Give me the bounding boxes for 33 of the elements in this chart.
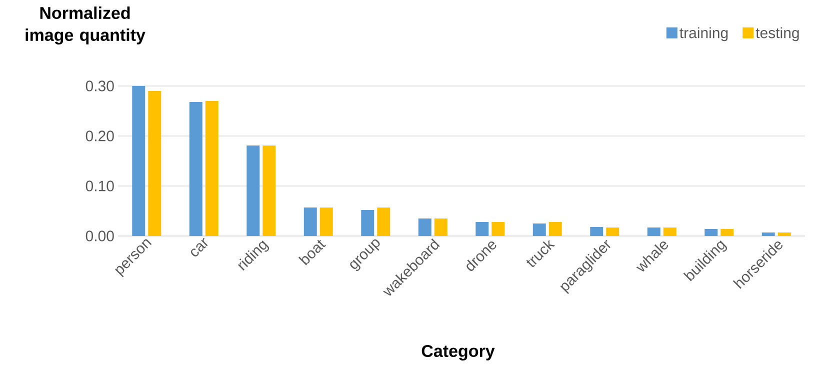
bar (663, 227, 676, 236)
bar (262, 145, 276, 236)
x-axis-title: Category (422, 344, 495, 360)
y-tick-label: 0.30 (86, 80, 114, 92)
bar (246, 145, 260, 236)
bar (148, 90, 162, 236)
bar (434, 218, 448, 236)
bar (778, 232, 791, 236)
bar (532, 223, 546, 236)
legend-label: training (680, 27, 728, 42)
bar (132, 86, 146, 236)
bar (304, 207, 317, 236)
y-tick-label: 0.20 (86, 130, 114, 142)
bar (606, 227, 620, 236)
bar (476, 222, 489, 236)
y-axis-title: Normalized image quantity (26, 6, 146, 44)
bar (590, 226, 604, 236)
y-tick-label: 0.00 (86, 230, 114, 242)
bar (377, 207, 390, 236)
bar (492, 222, 505, 236)
bar (548, 222, 562, 236)
x-tick-label: car (190, 238, 208, 256)
bar (361, 210, 374, 236)
bar (647, 227, 660, 236)
bar (189, 102, 202, 236)
bar (762, 232, 775, 236)
bar (320, 207, 333, 236)
legend-label: testing (756, 27, 799, 42)
bar (205, 100, 218, 236)
bar (704, 228, 718, 236)
y-tick-label: 0.10 (86, 180, 114, 192)
bar (418, 218, 432, 236)
bar (720, 228, 734, 236)
